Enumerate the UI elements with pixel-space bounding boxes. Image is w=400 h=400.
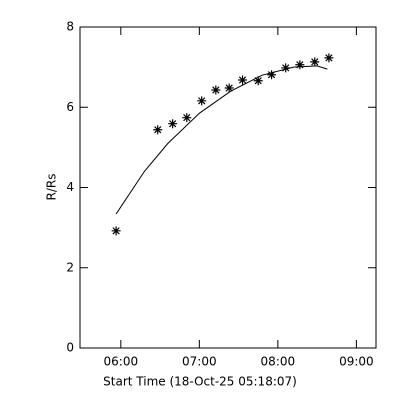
y-axis-label: R/Rs — [45, 174, 59, 201]
x-tick-label: 08:00 — [261, 355, 296, 369]
data-point — [224, 83, 234, 93]
data-point — [168, 119, 178, 129]
data-point — [310, 57, 320, 67]
data-point — [253, 76, 263, 86]
data-point — [197, 96, 207, 106]
x-axis-label: Start Time (18-Oct-25 05:18:07) — [103, 375, 297, 389]
data-point — [211, 85, 221, 95]
data-point — [295, 60, 305, 70]
y-tick-label: 4 — [66, 180, 74, 194]
data-point — [238, 75, 248, 85]
plot-frame — [79, 26, 377, 349]
y-tick-label: 0 — [66, 341, 74, 355]
fit-line — [115, 65, 328, 215]
y-tick-label: 8 — [66, 20, 74, 34]
data-point — [182, 113, 192, 123]
data-point — [267, 70, 277, 80]
data-point — [111, 226, 121, 236]
data-point — [281, 63, 291, 73]
x-tick-label: 09:00 — [339, 355, 374, 369]
data-point — [153, 125, 163, 135]
x-tick-label: 06:00 — [104, 355, 139, 369]
y-tick-label: 6 — [66, 100, 74, 114]
data-point — [324, 53, 334, 63]
y-tick-label: 2 — [66, 260, 74, 274]
x-tick-label: 07:00 — [182, 355, 217, 369]
